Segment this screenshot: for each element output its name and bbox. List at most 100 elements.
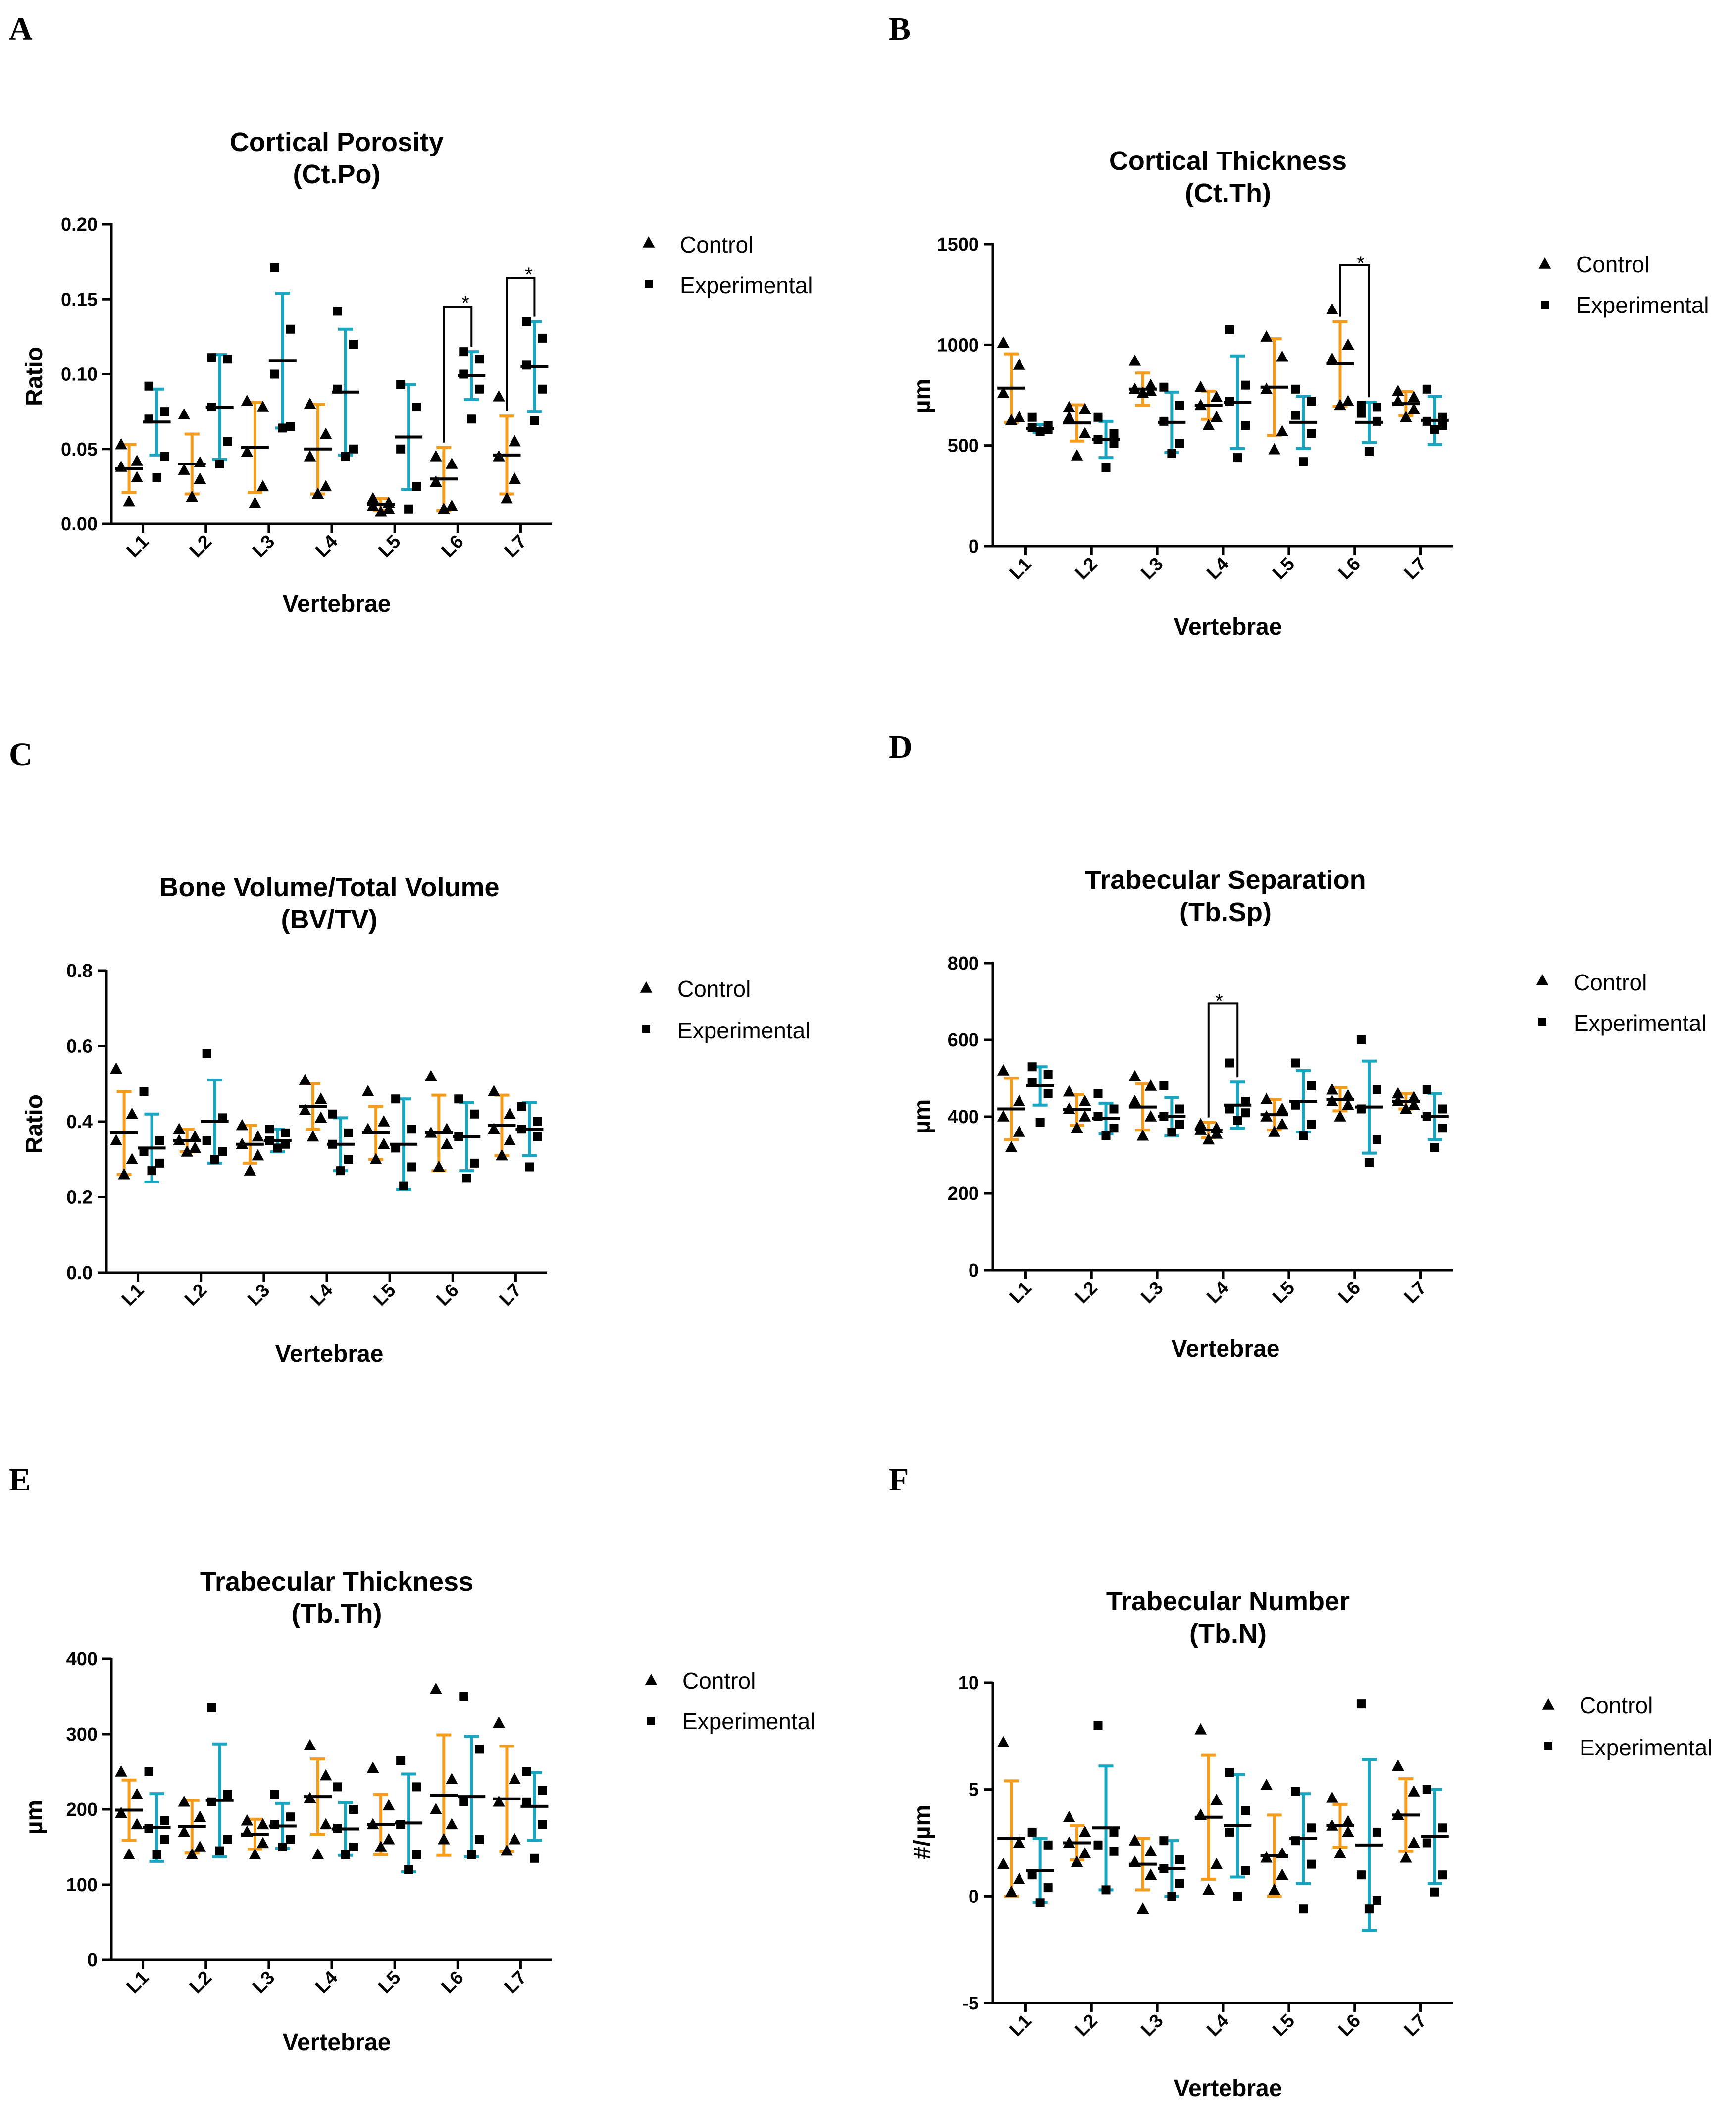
data-point-control: [1334, 1110, 1346, 1122]
data-point-experimental: [1291, 1836, 1300, 1846]
data-point-control: [311, 1848, 324, 1859]
data-point-experimental: [1175, 1879, 1184, 1888]
data-point-experimental: [333, 384, 342, 394]
data-point-experimental: [1225, 1104, 1234, 1114]
data-point-control: [1260, 1851, 1273, 1863]
data-point-experimental: [1035, 427, 1045, 436]
legend-experimental-label: Experimental: [680, 272, 813, 298]
data-point-control: [1260, 1093, 1273, 1104]
data-point-control: [429, 475, 442, 487]
data-point-experimental: [223, 1790, 232, 1799]
data-point-control: [1407, 1098, 1420, 1110]
panel-letter: D: [889, 729, 913, 765]
data-point-control: [432, 1160, 445, 1172]
data-point-experimental: [525, 1162, 534, 1172]
data-point-control: [504, 1134, 516, 1145]
data-point-experimental: [475, 1835, 484, 1844]
data-point-experimental: [286, 422, 295, 431]
y-tick-label: 400: [66, 1649, 98, 1670]
significance-bracket: [1207, 1002, 1239, 1118]
data-point-experimental: [1430, 1887, 1439, 1897]
data-point-control: [366, 499, 379, 511]
legend-control-marker: [1538, 257, 1551, 269]
x-tick-label: L7: [1400, 2010, 1430, 2041]
data-point-control: [445, 499, 458, 511]
data-point-experimental: [265, 1125, 274, 1134]
data-point-control: [488, 1123, 500, 1134]
data-point-control: [997, 1736, 1010, 1747]
panel-a: A Cortical Porosity (Ct.Po) Vertebrae Ra…: [9, 11, 813, 617]
data-point-experimental: [1422, 1112, 1431, 1121]
data-point-control: [1063, 1102, 1075, 1114]
data-point-control: [314, 1111, 327, 1123]
data-point-control: [1013, 1872, 1025, 1884]
data-point-experimental: [160, 407, 169, 416]
data-point-experimental: [470, 1158, 479, 1168]
data-point-control: [374, 1841, 387, 1852]
data-point-experimental: [1241, 380, 1250, 390]
data-point-control: [1391, 1095, 1404, 1106]
chart-title: Cortical Porosity: [230, 127, 444, 157]
data-point-experimental: [1167, 449, 1176, 458]
legend-control-label: Control: [1574, 970, 1647, 995]
data-point-control: [1128, 354, 1141, 366]
data-point-control: [186, 1848, 199, 1859]
data-point-control: [304, 1739, 316, 1750]
data-point-experimental: [1109, 1104, 1119, 1114]
data-point-control: [382, 502, 395, 514]
data-point-control: [1063, 1085, 1075, 1097]
data-point-experimental: [1291, 411, 1300, 420]
legend-control-marker: [640, 981, 653, 993]
data-point-experimental: [459, 369, 468, 379]
data-point-control: [1194, 1723, 1207, 1735]
data-point-control: [1144, 378, 1157, 390]
data-point-experimental: [286, 324, 295, 334]
data-point-control: [123, 1848, 135, 1859]
data-point-experimental: [1299, 457, 1308, 466]
data-point-experimental: [144, 1824, 153, 1833]
data-point-control: [1276, 425, 1288, 436]
data-point-experimental: [1027, 1827, 1037, 1837]
data-point-control: [509, 1773, 521, 1784]
data-point-control: [304, 398, 316, 409]
data-point-experimental: [270, 369, 279, 379]
data-point-control: [1334, 399, 1346, 411]
data-point-experimental: [1027, 1078, 1037, 1087]
data-point-experimental: [1225, 1768, 1234, 1777]
data-point-control: [1078, 1095, 1091, 1106]
data-point-control: [1128, 1855, 1141, 1867]
legend-experimental-marker: [645, 280, 653, 288]
data-point-experimental: [1307, 1859, 1316, 1869]
data-point-control: [131, 454, 143, 466]
data-point-experimental: [1027, 423, 1037, 432]
y-tick-label: 0.20: [61, 214, 98, 235]
legend-control-marker: [1536, 974, 1549, 985]
data-point-experimental: [1225, 325, 1234, 334]
data-point-control: [509, 472, 521, 484]
data-point-experimental: [265, 1136, 274, 1145]
data-point-control: [252, 1149, 264, 1161]
data-point-control: [115, 1806, 127, 1818]
data-point-control: [1078, 427, 1091, 439]
x-tick-label: L4: [311, 531, 342, 562]
y-tick-label: 0: [969, 1260, 979, 1281]
legend-experimental-label: Experimental: [1574, 1010, 1706, 1036]
data-point-control: [319, 1818, 332, 1830]
data-point-control: [424, 1126, 437, 1138]
y-tick-label: 0.2: [66, 1187, 93, 1208]
data-point-control: [1194, 1808, 1207, 1820]
data-point-control: [304, 1792, 316, 1803]
data-point-control: [241, 394, 254, 406]
data-point-control: [1210, 1122, 1223, 1133]
x-tick-label: L6: [433, 1280, 463, 1310]
y-tick-label: 0.0: [66, 1263, 93, 1284]
data-point-experimental: [522, 1767, 531, 1776]
data-point-control: [1078, 1110, 1091, 1122]
data-point-experimental: [1043, 1089, 1053, 1098]
data-point-control: [1268, 443, 1280, 455]
data-point-control: [244, 1164, 256, 1176]
legend-experimental-marker: [642, 1025, 650, 1033]
data-point-control: [509, 435, 521, 447]
data-point-control: [1260, 1779, 1273, 1790]
